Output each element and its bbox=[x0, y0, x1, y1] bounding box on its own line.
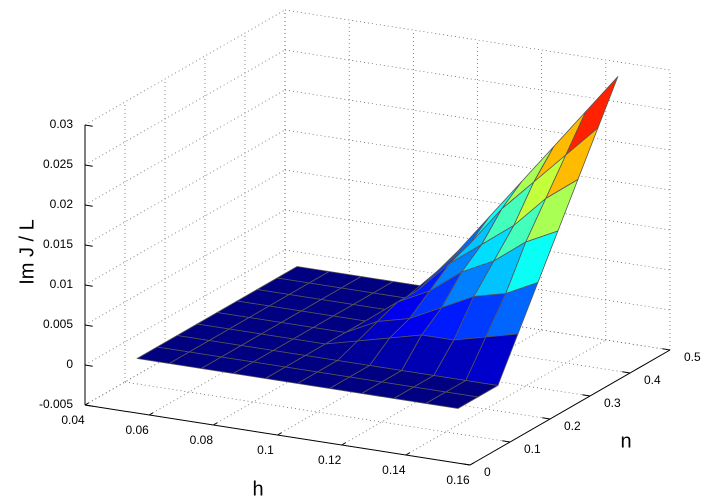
z-tick-label: 0.02 bbox=[50, 197, 74, 211]
x-tick-label: 0.04 bbox=[61, 413, 85, 427]
grid-line bbox=[84, 9, 286, 126]
grid-line bbox=[84, 169, 286, 286]
z-tick-label: 0.01 bbox=[50, 277, 74, 291]
x-axis-label: h bbox=[252, 478, 263, 500]
grid-line bbox=[405, 339, 607, 456]
y-axis-label: n bbox=[620, 430, 631, 452]
surface-patch bbox=[425, 391, 479, 409]
grid-line bbox=[284, 9, 671, 71]
x-tick-label: 0.12 bbox=[318, 453, 342, 467]
tick-mark bbox=[84, 204, 93, 207]
grid-line bbox=[84, 89, 286, 206]
z-tick-label: 0.03 bbox=[50, 117, 74, 131]
z-tick-label: 0.015 bbox=[43, 237, 73, 251]
y-tick-label: 0 bbox=[484, 465, 491, 479]
x-tick-label: 0.16 bbox=[446, 473, 470, 487]
tick-mark bbox=[582, 394, 591, 397]
grid-line bbox=[284, 249, 671, 311]
x-tick-label: 0.06 bbox=[125, 423, 149, 437]
grid-line bbox=[284, 89, 671, 151]
grid-line bbox=[84, 129, 286, 246]
y-tick-label: 0.4 bbox=[644, 373, 661, 387]
grid-line bbox=[84, 49, 286, 166]
surface bbox=[136, 76, 619, 409]
grid-line bbox=[84, 249, 286, 366]
tick-mark bbox=[84, 284, 93, 287]
tick-mark bbox=[84, 244, 93, 247]
z-axis-label: Im J / L bbox=[16, 219, 38, 285]
z-tick-label: 0 bbox=[66, 357, 73, 371]
plot-area: 0.04 0.06 0.08 0.1 0.12 0.14 0.16 0 0.1 0.2 0.3 0.4… bbox=[39, 9, 701, 487]
y-tick-label: 0.3 bbox=[604, 396, 621, 410]
grid-line bbox=[84, 209, 286, 326]
y-tick-label: 0.2 bbox=[564, 419, 581, 433]
grid-line bbox=[284, 169, 671, 231]
x-tick-label: 0.14 bbox=[382, 463, 406, 477]
y-tick-label: 0.1 bbox=[524, 442, 541, 456]
tick-mark bbox=[84, 324, 93, 327]
tick-mark bbox=[502, 440, 511, 443]
tick-mark bbox=[542, 417, 551, 420]
grid-line bbox=[284, 129, 671, 191]
z-tick-label: 0.005 bbox=[43, 317, 73, 331]
x-axis bbox=[84, 404, 471, 466]
tick-mark bbox=[622, 371, 631, 374]
tick-mark bbox=[84, 124, 93, 127]
tick-mark bbox=[84, 164, 93, 167]
tick-mark bbox=[84, 364, 93, 367]
y-tick-label: 0.5 bbox=[684, 350, 701, 364]
x-tick-label: 0.1 bbox=[257, 443, 274, 457]
z-tick-label: -0.005 bbox=[39, 397, 73, 411]
grid-line bbox=[284, 209, 671, 271]
y-axis bbox=[469, 349, 671, 466]
z-tick-label: 0.025 bbox=[43, 157, 73, 171]
grid-line bbox=[124, 381, 511, 443]
x-tick-label: 0.08 bbox=[190, 433, 214, 447]
